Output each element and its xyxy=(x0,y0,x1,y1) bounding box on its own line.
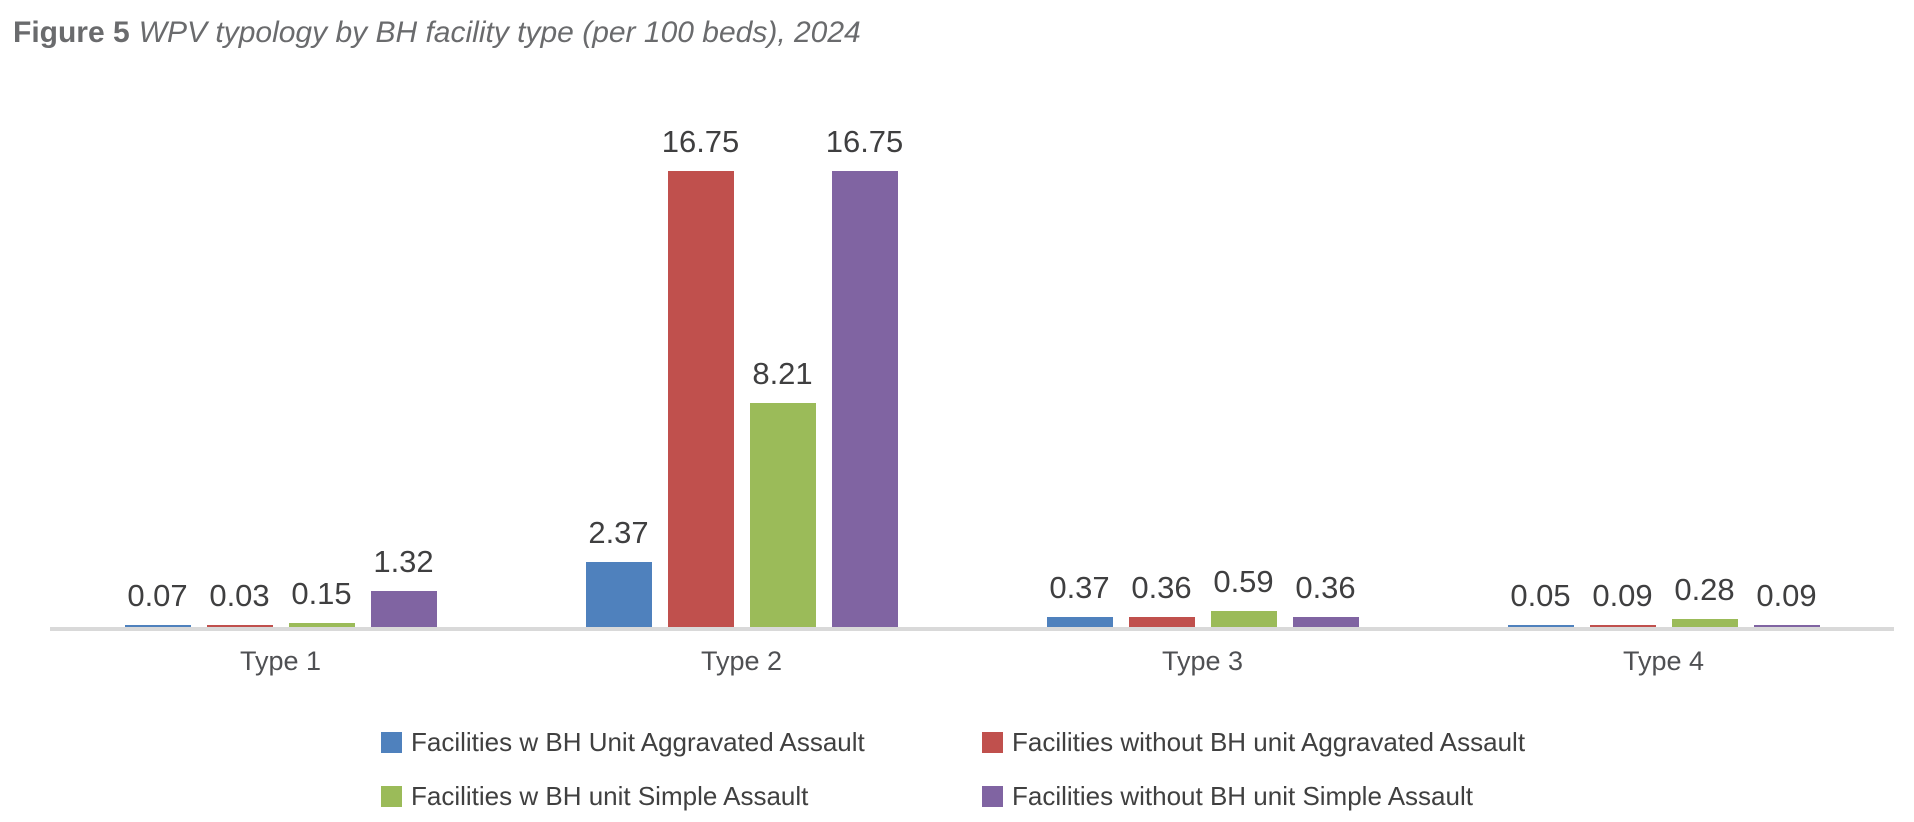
bar-series-1-cat-3 xyxy=(1589,625,1656,627)
bar-series-2-cat-0 xyxy=(288,623,355,627)
bar-series-2-cat-2 xyxy=(1210,611,1277,627)
bar-value-label: 8.21 xyxy=(752,356,813,391)
figure-caption: WPV typology by BH facility type (per 10… xyxy=(138,16,861,49)
bar-value-label: 0.05 xyxy=(1510,578,1571,613)
legend-swatch-icon xyxy=(381,732,402,753)
bar-value-label: 0.36 xyxy=(1295,570,1356,605)
x-axis-label: Type 1 xyxy=(239,646,322,676)
bar-value-label: 0.15 xyxy=(291,576,352,611)
legend-swatch-icon xyxy=(381,786,402,807)
legend-item-1: Facilities without BH unit Aggravated As… xyxy=(982,727,1526,757)
bar-series-3-cat-2 xyxy=(1292,617,1359,627)
bar-value-label: 0.36 xyxy=(1131,570,1192,605)
x-axis-label: Type 3 xyxy=(1161,646,1244,676)
bar-value-label: 16.75 xyxy=(825,124,904,159)
bar-value-label: 0.59 xyxy=(1213,564,1274,599)
x-axis-label: Type 2 xyxy=(700,646,783,676)
figure-title: Figure 5 WPV typology by BH facility type… xyxy=(13,16,861,50)
bar-series-3-cat-0 xyxy=(370,591,437,627)
legend: Facilities w BH Unit Aggravated Assault F… xyxy=(381,727,1526,822)
bar-series-1-cat-0 xyxy=(206,625,273,627)
bar-value-label: 0.09 xyxy=(1592,578,1653,613)
legend-label: Facilities w BH Unit Aggravated Assault xyxy=(411,727,865,757)
bar-value-label: 16.75 xyxy=(661,124,740,159)
bar-value-label: 0.09 xyxy=(1756,578,1817,613)
legend-label: Facilities w BH unit Simple Assault xyxy=(411,781,809,811)
bar-series-0-cat-2 xyxy=(1046,617,1113,627)
figure-number: Figure 5 xyxy=(13,16,130,49)
bar-value-label: 0.07 xyxy=(127,578,188,613)
bar-series-1-cat-1 xyxy=(667,171,734,627)
bar-value-label: 0.37 xyxy=(1049,570,1110,605)
x-axis-line xyxy=(50,627,1894,631)
legend-item-3: Facilities without BH unit Simple Assaul… xyxy=(982,781,1525,811)
legend-label: Facilities without BH unit Aggravated As… xyxy=(1012,727,1526,757)
bar-series-3-cat-3 xyxy=(1753,625,1820,627)
bar-series-3-cat-1 xyxy=(831,171,898,627)
bar-value-label: 0.28 xyxy=(1674,572,1735,607)
bar-value-label: 2.37 xyxy=(588,515,649,550)
bar-series-2-cat-1 xyxy=(749,403,816,627)
bar-series-2-cat-3 xyxy=(1671,619,1738,627)
bar-series-0-cat-0 xyxy=(124,625,191,627)
bar-series-1-cat-2 xyxy=(1128,617,1195,627)
bar-value-label: 1.32 xyxy=(373,544,434,579)
legend-swatch-icon xyxy=(982,786,1003,807)
bar-series-0-cat-1 xyxy=(585,562,652,627)
bar-series-0-cat-3 xyxy=(1507,625,1574,627)
legend-swatch-icon xyxy=(982,732,1003,753)
x-axis-label: Type 4 xyxy=(1622,646,1705,676)
bar-value-label: 0.03 xyxy=(209,578,270,613)
legend-label: Facilities without BH unit Simple Assaul… xyxy=(1012,781,1473,811)
legend-item-2: Facilities w BH unit Simple Assault xyxy=(381,781,982,811)
legend-item-0: Facilities w BH Unit Aggravated Assault xyxy=(381,727,982,757)
